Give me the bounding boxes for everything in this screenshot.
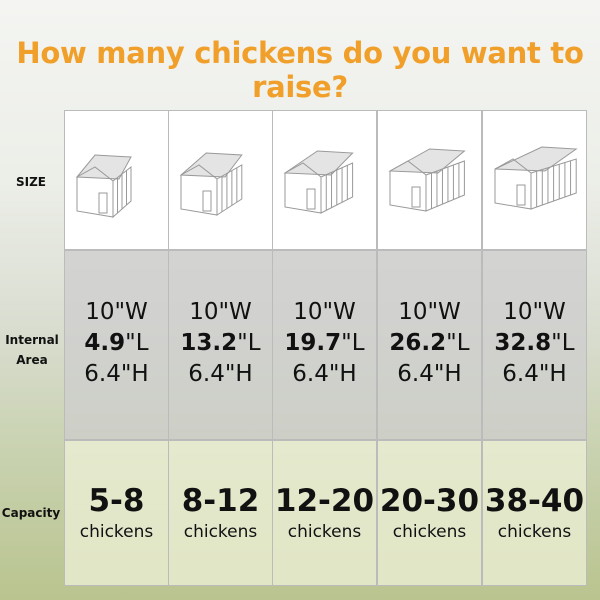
length-unit: "L xyxy=(237,330,261,356)
length-line: 32.8"L xyxy=(483,328,586,359)
coop-image xyxy=(387,148,466,212)
capacity-value: 5-8 xyxy=(88,483,145,519)
height-text: 6.4"H xyxy=(188,361,253,387)
length-value: 32.8 xyxy=(494,330,552,356)
coop-image xyxy=(75,154,132,219)
coop-line xyxy=(75,154,132,180)
length-value: 4.9 xyxy=(84,330,126,356)
title: How many chickens do you want to raise? xyxy=(16,36,584,104)
image-cell xyxy=(64,110,169,250)
length-line: 13.2"L xyxy=(169,328,272,359)
row-label: Capacity xyxy=(1,506,61,520)
area-cell: 10"W 19.7"L 6.4"H xyxy=(272,250,377,440)
capacity-value: 8-12 xyxy=(181,483,260,519)
length-line: 26.2"L xyxy=(378,328,481,359)
capacity-cell: 20-30 chickens xyxy=(377,440,482,586)
length-unit: "L xyxy=(341,330,365,356)
width-text: 10"W xyxy=(503,299,566,325)
row-label: Internal Area xyxy=(5,333,59,367)
area-cell: 10"W 13.2"L 6.4"H xyxy=(168,250,273,440)
coop-line xyxy=(98,192,107,214)
height-text: 6.4"H xyxy=(502,361,567,387)
capacity-cell: 8-12 chickens xyxy=(168,440,273,586)
capacity-unit: chickens xyxy=(392,522,467,542)
capacity-cell: 38-40 chickens xyxy=(482,440,587,586)
length-value: 13.2 xyxy=(180,330,238,356)
coop-line xyxy=(216,164,242,216)
coop-line xyxy=(530,158,577,210)
capacity-value: 38-40 xyxy=(484,483,585,519)
length-value: 26.2 xyxy=(389,330,447,356)
width-text: 10"W xyxy=(398,299,461,325)
image-cell xyxy=(377,110,482,250)
capacity-value: 20-30 xyxy=(379,483,480,519)
coop-line xyxy=(425,160,465,212)
height-text: 6.4"H xyxy=(292,361,357,387)
length-line: 19.7"L xyxy=(273,328,376,359)
width-text: 10"W xyxy=(85,299,148,325)
length-unit: "L xyxy=(446,330,470,356)
area-cell: 10"W 32.8"L 6.4"H xyxy=(482,250,587,440)
coop-line xyxy=(202,190,211,212)
capacity-unit: chickens xyxy=(287,522,362,542)
width-text: 10"W xyxy=(189,299,252,325)
coop-image xyxy=(179,152,243,216)
height-text: 6.4"H xyxy=(84,361,149,387)
coop-image xyxy=(282,150,354,214)
capacity-cell: 12-20 chickens xyxy=(272,440,377,586)
area-cell: 10"W 4.9"L 6.4"H xyxy=(64,250,169,440)
coop-line xyxy=(494,146,578,172)
capacity-value: 12-20 xyxy=(274,483,375,519)
coop-image xyxy=(494,146,578,210)
capacity-cell: 5-8 chickens xyxy=(64,440,169,586)
coop-line xyxy=(282,150,354,176)
length-unit: "L xyxy=(551,330,575,356)
coop-line xyxy=(516,184,525,206)
area-cell: 10"W 26.2"L 6.4"H xyxy=(377,250,482,440)
length-value: 19.7 xyxy=(284,330,342,356)
image-cell xyxy=(482,110,587,250)
coop-line xyxy=(112,165,131,219)
length-line: 4.9"L xyxy=(65,328,168,359)
width-text: 10"W xyxy=(293,299,356,325)
capacity-unit: chickens xyxy=(183,522,258,542)
coop-line xyxy=(179,152,243,178)
coop-line xyxy=(306,188,315,210)
length-unit: "L xyxy=(125,330,149,356)
row-label: SIZE xyxy=(15,175,46,189)
height-text: 6.4"H xyxy=(397,361,462,387)
capacity-unit: chickens xyxy=(79,522,154,542)
coop-line xyxy=(411,186,420,208)
capacity-unit: chickens xyxy=(497,522,572,542)
image-cell xyxy=(168,110,273,250)
image-cell xyxy=(272,110,377,250)
